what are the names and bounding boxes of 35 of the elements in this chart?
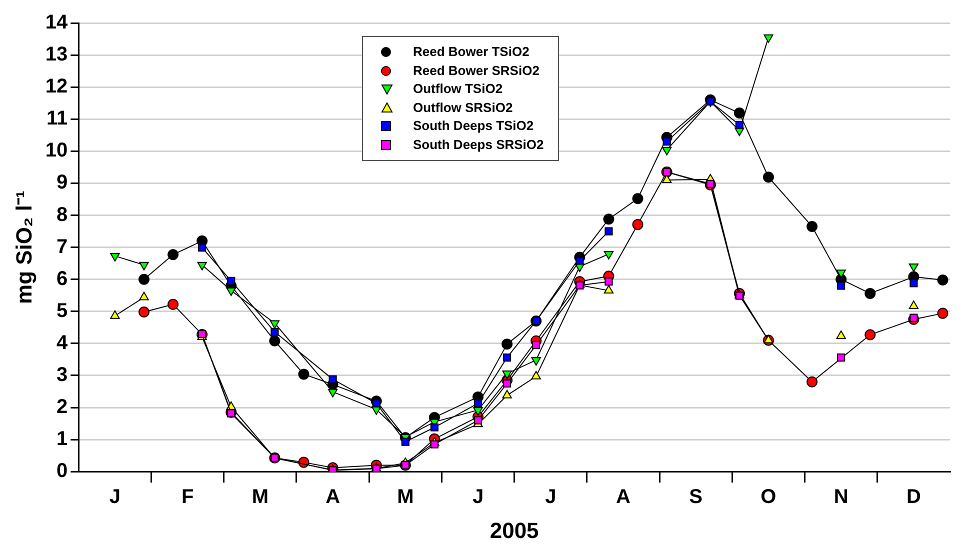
x-tick-label: N [834, 486, 848, 508]
y-tick-label: 9 [56, 172, 68, 194]
y-tick-label: 13 [45, 44, 68, 66]
y-tick-label: 14 [45, 12, 69, 34]
x-tick-label: J [472, 486, 484, 508]
x-tick-label: A [326, 486, 340, 508]
y-axis-title: mg SiO₂ l⁻¹ [11, 190, 36, 304]
y-tick-label: 4 [56, 332, 69, 354]
y-tick-label: 0 [56, 460, 68, 482]
x-tick-label: M [252, 486, 269, 508]
y-tick-label: 2 [56, 396, 68, 418]
y-tick-label: 12 [45, 76, 68, 98]
x-tick-label: M [397, 486, 414, 508]
y-tick-label: 7 [56, 236, 68, 258]
legend-label: South Deeps TSiO2 [413, 117, 534, 135]
x-tick-label: A [616, 486, 630, 508]
x-axis-title: 2005 [490, 518, 539, 543]
legend-label: Outflow TSiO2 [413, 80, 503, 98]
x-tick-label: D [906, 486, 921, 508]
y-tick-label: 11 [46, 108, 68, 130]
x-tick-label: J [109, 486, 121, 508]
y-tick-label: 8 [56, 204, 68, 226]
y-tick-label: 10 [45, 140, 68, 162]
legend-label: Reed Bower TSiO2 [413, 43, 530, 61]
x-tick-label: F [181, 486, 194, 508]
x-tick-label: S [689, 486, 703, 508]
legend-label: Outflow SRSiO2 [413, 98, 513, 116]
x-tick-label: J [545, 486, 556, 508]
legend-label: Reed Bower SRSiO2 [413, 62, 540, 80]
legend-label: South Deeps SRSiO2 [413, 136, 544, 154]
y-tick-label: 3 [56, 364, 68, 386]
y-tick-label: 6 [56, 268, 68, 290]
y-tick-label: 5 [56, 300, 68, 322]
y-tick-label: 1 [56, 428, 68, 450]
x-tick-label: O [760, 486, 776, 508]
